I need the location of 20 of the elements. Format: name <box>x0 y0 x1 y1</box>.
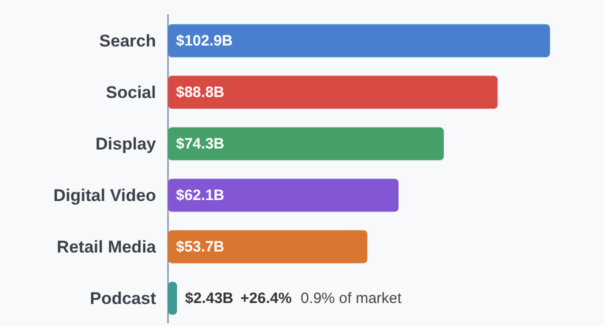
data-label: $102.9B <box>176 32 233 50</box>
y-tick-label: Search <box>99 31 156 50</box>
data-label: $53.7B <box>176 238 225 256</box>
bar <box>168 76 498 109</box>
bar <box>168 282 178 315</box>
annotation: 0.9% of market <box>300 290 402 307</box>
bar <box>168 178 399 212</box>
y-tick-label: Podcast <box>90 288 156 308</box>
y-tick-label: Retail Media <box>56 237 157 256</box>
data-label: $88.8B <box>176 84 225 101</box>
data-label: $2.43B <box>185 290 234 307</box>
data-label: $74.3B <box>176 135 225 152</box>
bar <box>168 24 550 58</box>
bar <box>168 230 368 264</box>
data-label: $62.1B <box>176 186 225 204</box>
y-tick-label: Display <box>96 134 157 154</box>
y-tick-label: Social <box>106 82 156 102</box>
bar <box>168 127 444 160</box>
annotation: +26.4% <box>240 290 292 307</box>
y-tick-label: Digital Video <box>53 186 156 205</box>
